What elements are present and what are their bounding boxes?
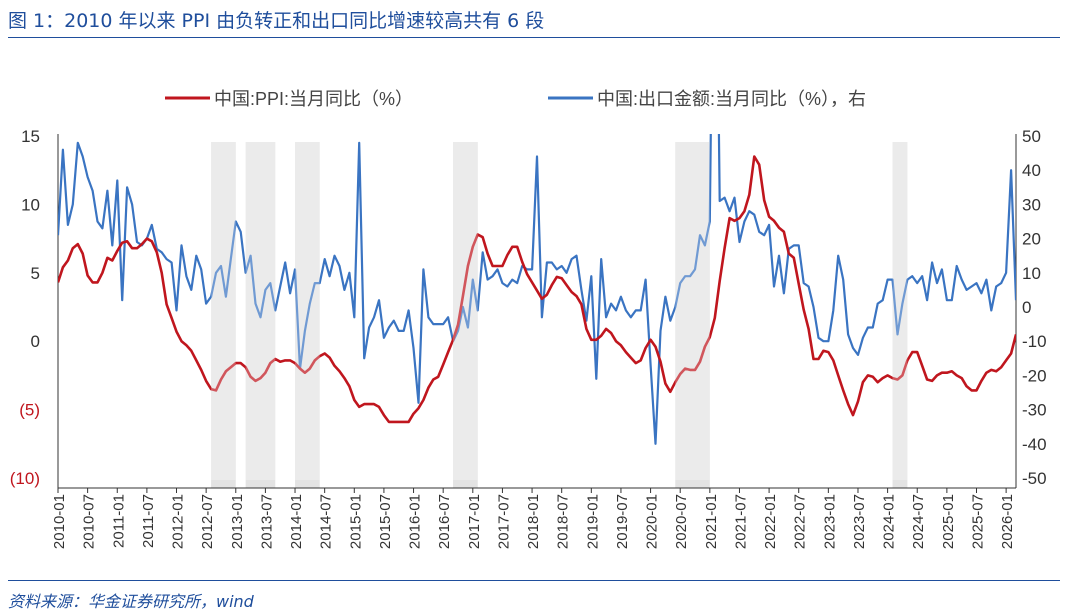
x-tick-label: 2010-01 (51, 494, 68, 549)
legend: 中国:PPI:当月同比（%） 中国:出口金额:当月同比（%），右 (165, 89, 866, 109)
x-tick-label: 2018-07 (555, 494, 572, 549)
shaded-period-veil-5 (675, 142, 710, 480)
footer-rule (8, 580, 1060, 581)
title-rule (8, 37, 1060, 38)
x-tick-label: 2011-01 (110, 494, 127, 548)
right-tick-label: 30 (1022, 195, 1041, 214)
x-tick-label: 2015-07 (377, 494, 394, 549)
shaded-period-veil-2 (245, 142, 276, 480)
x-tick-label: 2026-01 (999, 494, 1016, 549)
shaded-period-veil-6 (892, 142, 908, 480)
x-tick-label: 2024-07 (910, 494, 927, 549)
x-tick-label: 2021-07 (732, 494, 749, 549)
x-tick-label: 2023-07 (851, 494, 868, 549)
x-tick-label: 2016-01 (407, 494, 424, 549)
x-tick-label: 2013-01 (229, 494, 246, 549)
x-tick-label: 2020-01 (644, 494, 661, 549)
left-axis-tick-labels: 15 10 5 0 (5) (10) (10, 127, 40, 488)
x-tick-label: 2014-01 (288, 494, 305, 549)
x-tick-label: 2019-01 (584, 494, 601, 549)
x-tick-label: 2016-07 (436, 494, 453, 549)
shaded-period-5 (675, 142, 710, 488)
x-tick-label: 2012-01 (170, 494, 187, 549)
shaded-period-veil-3 (295, 142, 320, 480)
x-tick-label: 2020-07 (673, 494, 690, 549)
legend-ppi-label: 中国:PPI:当月同比（%） (214, 89, 413, 109)
x-tick-label: 2023-01 (821, 494, 838, 549)
right-tick-label: -10 (1022, 332, 1047, 351)
right-tick-label: 10 (1022, 264, 1041, 283)
right-tick-label: 50 (1022, 127, 1041, 146)
right-tick-label: 40 (1022, 161, 1041, 180)
legend-export-label: 中国:出口金额:当月同比（%），右 (597, 89, 866, 109)
left-tick-label: (5) (19, 401, 40, 420)
left-tick-label: 15 (21, 127, 40, 146)
x-tick-label: 2024-01 (881, 494, 898, 549)
export-series-line (58, 134, 1016, 445)
right-tick-label: -30 (1022, 401, 1047, 420)
source-note: 资料来源：华金证券研究所，wind (8, 592, 254, 611)
x-tick-label: 2017-01 (466, 494, 483, 549)
x-tick-label: 2025-01 (940, 494, 957, 549)
x-tick-label: 2010-07 (81, 494, 98, 549)
right-tick-label: 0 (1022, 298, 1031, 317)
x-tick-label: 2014-07 (318, 494, 335, 549)
right-tick-label: -50 (1022, 469, 1047, 488)
figure-title: 图 1：2010 年以来 PPI 由负转正和出口同比增速较高共有 6 段 (8, 10, 545, 32)
x-tick-label: 2021-01 (703, 494, 720, 549)
shaded-period-veil-1 (211, 142, 236, 480)
right-tick-label: -40 (1022, 435, 1047, 454)
shaded-period-1 (211, 142, 236, 488)
ppi-series-line (58, 155, 1016, 424)
shaded-period-veil-4 (453, 142, 478, 480)
x-tick-label: 2018-01 (525, 494, 542, 549)
x-tick-label: 2012-07 (199, 494, 216, 549)
x-tick-label: 2025-07 (969, 494, 986, 549)
left-tick-label: (10) (10, 469, 40, 488)
x-tick-label: 2013-07 (258, 494, 275, 549)
x-tick-label: 2017-07 (495, 494, 512, 549)
x-tick-label: 2022-01 (762, 494, 779, 549)
right-axis-tick-labels: 50 40 30 20 10 0 -10 -20 -30 -40 -50 (1022, 127, 1047, 488)
left-tick-label: 10 (21, 195, 40, 214)
right-tick-label: -20 (1022, 366, 1047, 385)
left-tick-label: 0 (31, 332, 40, 351)
axes (57, 134, 1017, 489)
x-axis-tick-labels: 2010-01 2010-07 2011-01 2011-07 2012-01 2012-… (51, 488, 1016, 549)
x-tick-label: 2015-01 (347, 494, 364, 549)
series-lines (58, 134, 1016, 480)
x-tick-label: 2011-07 (140, 494, 157, 548)
x-tick-label: 2019-07 (614, 494, 631, 549)
x-tick-label: 2022-07 (792, 494, 809, 549)
right-tick-label: 20 (1022, 230, 1041, 249)
left-tick-label: 5 (31, 264, 40, 283)
